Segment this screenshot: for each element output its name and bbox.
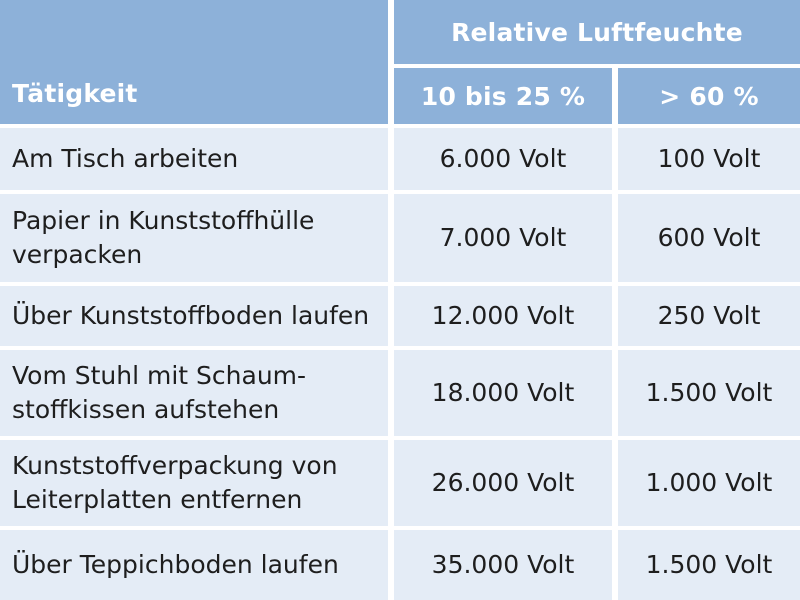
table-row-1-low: 6.000 Volt	[394, 128, 612, 190]
table-row-6-low: 35.000 Volt	[394, 530, 612, 600]
row-high-value: 250 Volt	[657, 301, 761, 330]
table-row-1-high: 100 Volt	[618, 128, 800, 190]
table-row-2-low: 7.000 Volt	[394, 194, 612, 282]
header-activity-label: Tätigkeit	[12, 79, 138, 108]
table-row-3-activity: Über Kunststoffboden laufen	[0, 286, 388, 346]
table-row-3-high: 250 Volt	[618, 286, 800, 346]
row-low-value: 35.000 Volt	[431, 550, 575, 579]
table-row-3-low: 12.000 Volt	[394, 286, 612, 346]
row-activity-text: Am Tisch arbeiten	[12, 144, 239, 173]
row-high-value: 1.500 Volt	[645, 378, 773, 407]
header-group-label: Relative Luftfeuchte	[451, 17, 743, 47]
header-col-low-label: 10 bis 25 %	[420, 81, 586, 111]
row-activity-text: Kunststoffverpackung von Leiterplatten e…	[12, 451, 338, 514]
table-row-5-low: 26.000 Volt	[394, 440, 612, 526]
table-row-4-low: 18.000 Volt	[394, 350, 612, 436]
table-row-6-high: 1.500 Volt	[618, 530, 800, 600]
table-row-1-activity: Am Tisch arbeiten	[0, 128, 388, 190]
table-row-4-high: 1.500 Volt	[618, 350, 800, 436]
row-activity-text: Vom Stuhl mit Schaum-stoffkissen aufsteh…	[12, 361, 307, 424]
table-row-2-activity: Papier in Kunststoffhülle verpacken	[0, 194, 388, 282]
table-row-5-high: 1.000 Volt	[618, 440, 800, 526]
row-high-value: 1.000 Volt	[645, 468, 773, 497]
row-high-value: 100 Volt	[657, 144, 761, 173]
table-row-2-high: 600 Volt	[618, 194, 800, 282]
header-group: Relative Luftfeuchte	[394, 0, 800, 64]
table-row-5-activity: Kunststoffverpackung von Leiterplatten e…	[0, 440, 388, 526]
table-row-4-activity: Vom Stuhl mit Schaum-stoffkissen aufsteh…	[0, 350, 388, 436]
header-col-high: > 60 %	[618, 68, 800, 124]
row-low-value: 26.000 Volt	[431, 468, 575, 497]
row-low-value: 7.000 Volt	[439, 223, 567, 252]
row-low-value: 18.000 Volt	[431, 378, 575, 407]
row-low-value: 12.000 Volt	[431, 301, 575, 330]
header-activity: Tätigkeit	[0, 0, 388, 124]
row-activity-text: Über Kunststoffboden laufen	[12, 301, 370, 330]
row-high-value: 600 Volt	[657, 223, 761, 252]
row-activity-text: Über Teppichboden laufen	[12, 550, 339, 579]
row-low-value: 6.000 Volt	[439, 144, 567, 173]
table-row-6-activity: Über Teppichboden laufen	[0, 530, 388, 600]
header-col-high-label: > 60 %	[659, 81, 759, 111]
row-activity-text: Papier in Kunststoffhülle verpacken	[12, 206, 315, 269]
row-high-value: 1.500 Volt	[645, 550, 773, 579]
header-col-low: 10 bis 25 %	[394, 68, 612, 124]
